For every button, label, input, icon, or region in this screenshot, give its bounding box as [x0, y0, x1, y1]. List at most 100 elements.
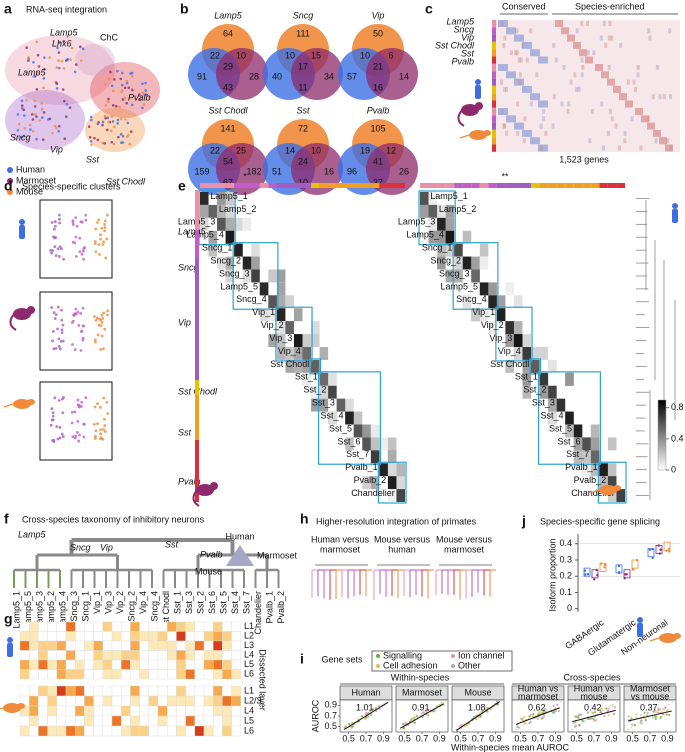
leaf-label: Sncg_1	[80, 591, 90, 622]
x-tick-label: 0.9	[489, 733, 502, 743]
umap-dot	[99, 437, 102, 441]
box-dot	[651, 548, 654, 551]
heat-cell	[560, 101, 564, 107]
icon	[672, 209, 678, 223]
leaf-label: Lamp5_5	[23, 591, 33, 629]
heat-cell	[56, 650, 67, 661]
heat-cell	[471, 269, 480, 283]
heat-cell	[420, 192, 429, 205]
umap-dot	[93, 240, 97, 243]
scatter-dot	[523, 722, 526, 725]
heat-cell	[74, 650, 85, 661]
umap-dot	[105, 213, 109, 217]
umap-dot	[116, 122, 120, 125]
heat-cell	[176, 685, 186, 697]
scatter-dot	[479, 715, 482, 718]
heat-cell	[185, 705, 196, 717]
legend-swatch	[376, 654, 380, 658]
umap-dot	[50, 418, 54, 422]
box-dot	[648, 548, 651, 551]
umap-dot	[90, 118, 93, 122]
legend-swatch	[451, 654, 455, 658]
box-dot	[599, 562, 602, 565]
umap-dot	[95, 221, 99, 224]
umap-dot	[94, 437, 97, 440]
heat-cell	[203, 650, 214, 661]
venn-count: 28	[249, 71, 259, 81]
heat-cell	[285, 295, 294, 309]
class-bar	[548, 183, 557, 188]
heat-cell	[515, 50, 519, 56]
heat-cell	[148, 631, 159, 642]
heat-cell	[212, 659, 223, 670]
heat-cell	[84, 631, 94, 642]
box-dot	[617, 564, 621, 568]
class-bar	[582, 183, 591, 188]
umap-dot	[126, 121, 130, 125]
leaf-label: Sst Chodl	[161, 591, 171, 630]
scatter-dot	[611, 704, 614, 707]
class-label: Sst	[165, 539, 179, 549]
heat-cell	[599, 476, 608, 490]
heat-cell	[130, 669, 140, 680]
heat-cell	[185, 685, 196, 697]
x-tick-label: 0.7	[416, 733, 429, 743]
legend-swatch	[7, 167, 13, 173]
heat-cell	[276, 295, 286, 309]
umap-dot	[48, 117, 52, 121]
umap-dot	[97, 323, 101, 327]
icon	[672, 203, 678, 209]
box-dot	[623, 576, 626, 580]
heat-cell	[222, 650, 232, 661]
icon	[461, 104, 479, 116]
shape	[75, 44, 115, 76]
heat-cell	[111, 659, 122, 670]
umap-dot	[64, 115, 68, 118]
heat-cell	[29, 669, 39, 680]
heat-cell	[212, 650, 223, 661]
heat-cell	[185, 650, 196, 661]
scatter-dot	[347, 723, 351, 726]
umap-dot	[100, 334, 104, 338]
venn-count: 14	[285, 145, 295, 155]
heat-cell	[111, 685, 122, 697]
cluster-label: Lamp5_4	[186, 230, 224, 240]
scatter-dot	[378, 707, 381, 711]
scatter-dot	[654, 709, 657, 712]
heat-cell	[157, 659, 168, 670]
heat-cell	[242, 269, 252, 283]
heat-cell	[548, 359, 557, 373]
layer-label: L6	[244, 669, 254, 679]
heat-cell	[608, 21, 612, 26]
heat-cell	[29, 640, 39, 651]
venn-count: 10	[236, 50, 246, 60]
icon	[469, 130, 487, 140]
umap-dot	[81, 338, 85, 342]
heat-cell	[194, 695, 205, 707]
heat-block	[522, 41, 532, 49]
heat-block	[506, 71, 516, 79]
cluster-label: Lamp5_1	[210, 191, 248, 201]
triangle-label: Mouse	[195, 566, 222, 576]
heat-cell	[242, 217, 252, 231]
heat-cell	[505, 86, 509, 92]
heat-cell	[607, 437, 617, 451]
panel-letter: f	[4, 511, 9, 527]
scatter-dot	[427, 708, 430, 711]
scatter-dot	[432, 710, 436, 713]
scatter-dot	[574, 721, 577, 724]
umap-dot	[103, 219, 107, 223]
scatter-dot	[640, 722, 643, 725]
scatter-dot	[483, 708, 486, 711]
umap-dot	[94, 434, 97, 438]
umap-dot	[73, 436, 77, 440]
heat-cell	[462, 295, 472, 309]
heat-cell	[562, 65, 566, 70]
heat-cell	[166, 659, 177, 670]
umap-dot	[74, 216, 78, 220]
cluster-outline	[309, 358, 322, 375]
heat-cell	[522, 334, 532, 347]
y-tick-label: 0.3	[559, 554, 572, 564]
heat-cell	[130, 685, 140, 697]
heat-cell	[242, 256, 252, 270]
